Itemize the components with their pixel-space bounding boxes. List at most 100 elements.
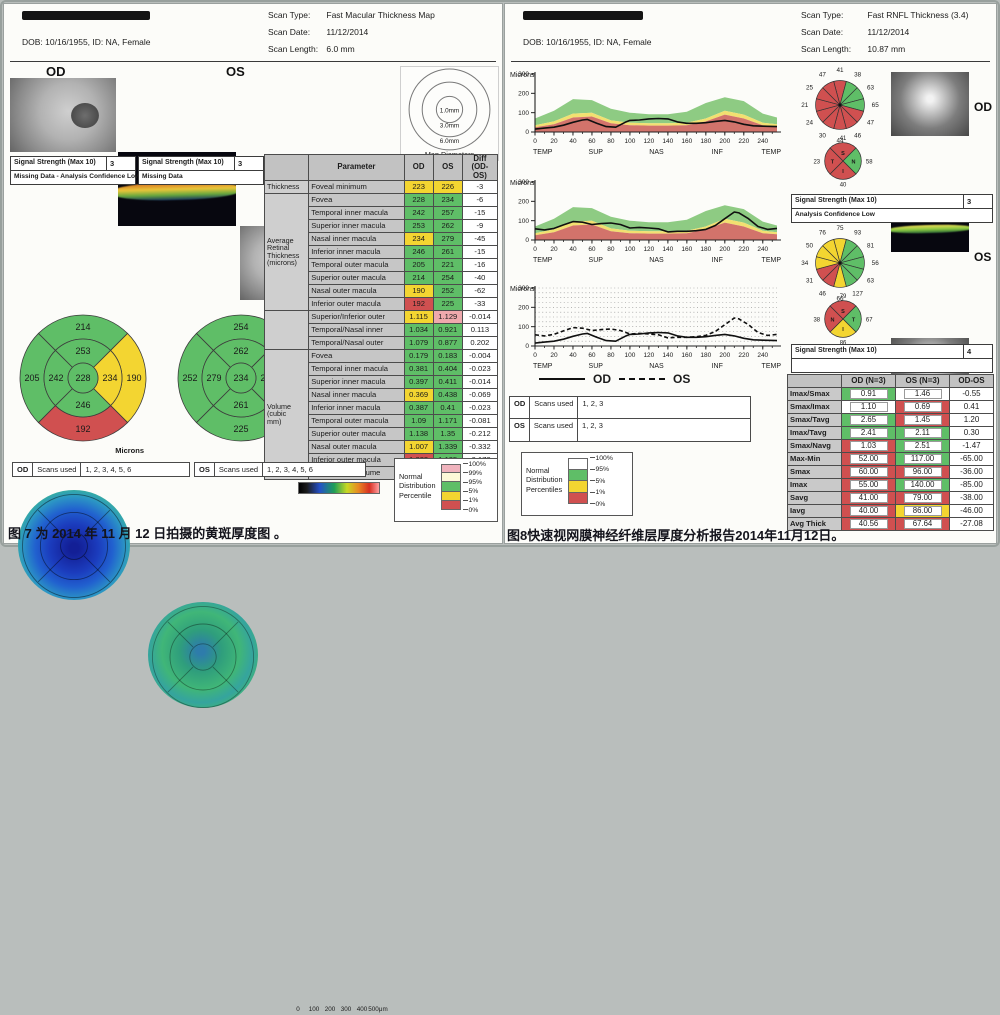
scan-date-value: 11/12/2014 [867,27,910,37]
eye-label: OD [13,463,34,476]
color-scale-ticks: 0 100 200 300 400 500μm [296,1006,387,1015]
svg-text:TEMP: TEMP [533,149,553,156]
svg-text:58: 58 [866,159,873,165]
scans-used-os: OS Scans used 1, 2, 3, 4, 5, 6 [194,462,366,477]
svg-text:234: 234 [102,373,117,383]
svg-text:24: 24 [806,120,814,127]
svg-text:160: 160 [681,352,692,359]
svg-text:Microns: Microns [510,72,535,79]
scan-type-label: Scan Type: [801,10,844,20]
svg-text:T: T [852,317,856,323]
svg-text:TEMP: TEMP [533,257,553,264]
scans-used-label: Scans used [215,463,264,476]
percentile-swatch [440,500,461,510]
signal-strength-label: Signal Strength (Max 10) [139,157,235,170]
scan-date-row: Scan Date: 11/12/2014 [268,27,368,44]
svg-text:T: T [831,159,835,165]
table-row: Imax/Smax 0.91 1.46 -0.55 [787,387,994,401]
signal-strength-label: Signal Strength (Max 10) [792,195,964,208]
scans-used-os: OS Scans used 1, 2, 3 [509,418,751,442]
svg-text:NAS: NAS [649,257,664,264]
table-row: Superior inner macula 253 262 -9 [265,218,499,233]
svg-text:300: 300 [518,71,529,78]
svg-text:86: 86 [840,341,847,347]
svg-text:S: S [841,309,845,315]
svg-text:140: 140 [662,138,673,145]
signal-strength-label: Signal Strength (Max 10) [11,157,107,170]
scan-type-label: Scan Type: [268,10,311,20]
macular-parameter-table: Parameter OD OS Diff (OD-OS) Thickness Foveal… [263,154,499,480]
svg-text:41: 41 [836,67,844,74]
svg-text:80: 80 [607,138,615,145]
svg-text:46: 46 [854,133,862,140]
svg-text:1.0mm: 1.0mm [440,107,459,114]
scale-tick-label: 500μm [368,1006,388,1013]
table-row: Superior outer macula 214 254 -40 [265,270,499,285]
svg-text:NAS: NAS [649,149,664,156]
svg-text:20: 20 [550,246,558,253]
scale-tick-label: 300 [340,1006,352,1013]
svg-text:100: 100 [518,324,529,331]
svg-text:65: 65 [872,102,880,109]
svg-text:242: 242 [48,373,63,383]
svg-text:81: 81 [867,243,875,250]
svg-text:63: 63 [867,278,875,285]
svg-text:SUP: SUP [589,257,604,264]
svg-text:34: 34 [801,260,809,267]
scans-used-label: Scans used [530,419,579,441]
signal-strength-row: Signal Strength (Max 10) 4 [792,345,992,359]
table-header-row: OD (N=3) OS (N=3) OD-OS [787,374,994,388]
svg-text:200: 200 [518,91,529,98]
svg-text:67: 67 [866,317,873,323]
patient-info: DOB: 10/16/1955, ID: NA, Female [523,37,652,47]
signal-strength-value: 3 [110,159,115,168]
percentile-label: 5% [463,488,479,495]
scan-type-value: Fast RNFL Thickness (3.4) [867,10,969,20]
svg-text:214: 214 [75,322,90,332]
percentile-label: 99% [463,470,483,477]
svg-text:38: 38 [854,72,862,79]
parameter-table: Parameter OD OS Diff (OD-OS) Thickness Foveal… [263,154,499,480]
svg-text:200: 200 [719,246,730,253]
signal-strength-row: Signal Strength (Max 10) 3 [139,157,263,171]
eye-label: OD [510,397,531,419]
rnfl-analysis-table: OD (N=3) OS (N=3) OD-OS Imax/Smax 0.91 1.46 -0… [787,374,994,531]
svg-text:63: 63 [867,85,875,92]
scan-frame [0,0,1000,547]
svg-text:228: 228 [75,373,90,383]
table-row: Temporal inner macula 0.381 0.404 -0.023 [265,361,499,376]
svg-text:TEMP: TEMP [762,149,782,156]
percentile-label: 100% [463,461,486,468]
svg-text:0: 0 [533,138,537,145]
svg-text:180: 180 [700,352,711,359]
rnfl-profile-chart-comparison: 0 100 200 300 0 20 40 60 80 100 120 140 160 180 200 220… [505,282,785,378]
scans-used-od: OD Scans used 1, 2, 3, 4, 5, 6 [12,462,190,477]
svg-text:40: 40 [569,138,577,145]
table-row: Superior/Inferior outer 1.115 1.129 -0.014 [263,309,499,350]
svg-text:234: 234 [233,373,248,383]
table-row: Nasal inner macula 234 279 -45 [265,231,499,246]
scan-type-row: Scan Type: Fast RNFL Thickness (3.4) [801,10,968,27]
os-label: OS [226,64,245,79]
svg-text:200: 200 [518,199,529,206]
quadrant-map-od: S N I T 41 58 40 23 [799,130,887,192]
svg-text:100: 100 [624,246,635,253]
svg-text:261: 261 [233,400,248,410]
percentile-label: 95% [463,479,483,486]
svg-text:262: 262 [233,346,248,356]
svg-text:127: 127 [852,291,863,298]
svg-text:100: 100 [624,138,635,145]
signal-strength-value: 4 [967,347,972,356]
percentile-swatch [440,473,461,483]
scan-length-row: Scan Length: 10.87 mm [801,44,905,61]
svg-text:200: 200 [518,305,529,312]
table-row: Superior inner macula 0.397 0.411 -0.014 [265,374,499,389]
quadrant-map-os: S T I N 79 67 86 38 [799,288,887,350]
signal-strength-row: Signal Strength (Max 10) 3 [792,195,992,209]
signal-strength-os: Signal Strength (Max 10) 3 Missing Data [138,156,264,185]
svg-text:140: 140 [662,352,673,359]
redacted-patient-name [523,11,643,20]
thickness-map-od [18,490,130,600]
percentile-swatches: 100% 99% 95% 5% 1% 0% [440,461,486,516]
svg-text:N: N [830,317,834,323]
